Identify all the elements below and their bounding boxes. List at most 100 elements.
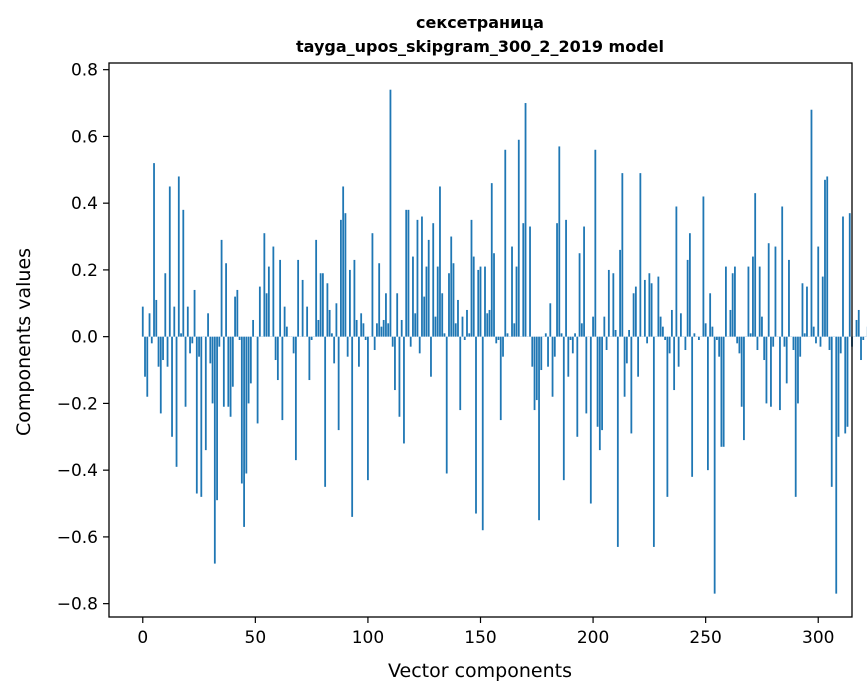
x-tick-label: 0 xyxy=(137,628,148,648)
bar-component-158 xyxy=(497,336,500,340)
bar-component-26 xyxy=(200,336,203,497)
bar-component-95 xyxy=(355,319,358,337)
bar-component-159 xyxy=(499,336,502,421)
bar-component-251 xyxy=(707,336,709,471)
bar-component-173 xyxy=(531,336,534,367)
bar-component-97 xyxy=(360,313,363,337)
x-axis: 0 50 100 150 200 250 300 xyxy=(137,617,834,648)
bar-component-188 xyxy=(565,219,567,337)
bar-component-283 xyxy=(779,336,781,411)
bar-component-111 xyxy=(391,336,394,347)
bar-component-141 xyxy=(459,336,462,411)
bar-component-318 xyxy=(857,309,860,337)
bar-component-197 xyxy=(585,336,588,414)
y-tick-label: −0.2 xyxy=(57,394,98,414)
bar-component-58 xyxy=(272,246,275,337)
bar-component-303 xyxy=(824,179,826,337)
bar-component-189 xyxy=(567,336,570,377)
bar-component-113 xyxy=(396,293,399,337)
bar-component-137 xyxy=(450,236,453,337)
bar-component-312 xyxy=(844,336,847,434)
bar-component-271 xyxy=(752,256,754,337)
bar-component-190 xyxy=(569,336,572,340)
bar-component-227 xyxy=(652,336,655,547)
bar-component-293 xyxy=(801,283,804,337)
bar-component-63 xyxy=(283,306,286,337)
bars-group xyxy=(141,89,867,594)
bar-component-205 xyxy=(603,316,606,337)
bar-component-139 xyxy=(454,323,457,337)
bar-component-1 xyxy=(144,336,146,377)
bar-component-106 xyxy=(380,326,383,337)
bar-component-313 xyxy=(846,336,849,427)
y-tick-label: 0.2 xyxy=(71,261,98,281)
bar-component-169 xyxy=(522,223,525,337)
bar-component-273 xyxy=(756,336,759,351)
bar-component-46 xyxy=(245,336,248,474)
bar-component-23 xyxy=(193,289,196,337)
bar-component-69 xyxy=(297,259,300,337)
bar-component-266 xyxy=(740,336,743,407)
bar-component-30 xyxy=(209,336,212,364)
bar-component-280 xyxy=(772,336,775,347)
bar-component-75 xyxy=(310,336,313,340)
bar-component-162 xyxy=(506,333,509,337)
bar-component-152 xyxy=(484,266,486,337)
x-tick-label: 300 xyxy=(802,628,834,648)
bar-component-294 xyxy=(803,333,806,337)
bar-component-51 xyxy=(256,336,259,424)
bar-component-24 xyxy=(195,336,198,494)
bar-component-14 xyxy=(173,306,176,337)
bar-component-149 xyxy=(477,269,480,337)
bar-component-121 xyxy=(414,313,417,337)
bar-component-232 xyxy=(664,336,667,340)
bar-component-15 xyxy=(175,336,178,467)
bar-component-249 xyxy=(702,196,705,337)
bar-component-87 xyxy=(337,336,340,431)
bar-component-83 xyxy=(328,309,331,337)
bar-component-238 xyxy=(677,336,680,367)
bar-component-279 xyxy=(770,336,772,407)
bar-component-277 xyxy=(765,336,768,404)
chart-subtitle: tayga_upos_skipgram_300_2_2019 model xyxy=(296,37,664,56)
bar-component-199 xyxy=(589,336,592,504)
bar-component-175 xyxy=(535,336,538,401)
bar-component-78 xyxy=(317,319,320,337)
bar-component-195 xyxy=(580,323,583,337)
bar-component-89 xyxy=(342,186,345,337)
bar-component-193 xyxy=(576,336,579,437)
bar-component-147 xyxy=(472,256,475,337)
bar-component-153 xyxy=(486,313,489,337)
bar-component-105 xyxy=(378,263,381,337)
bar-component-215 xyxy=(625,336,628,364)
bar-component-62 xyxy=(281,336,284,421)
bar-component-134 xyxy=(443,333,446,337)
bar-component-264 xyxy=(736,336,739,344)
bar-component-221 xyxy=(639,173,642,337)
bar-component-256 xyxy=(718,336,721,357)
bar-component-118 xyxy=(407,209,410,337)
bar-component-269 xyxy=(747,266,750,337)
bar-component-194 xyxy=(578,253,581,337)
bar-component-242 xyxy=(686,259,689,337)
bar-component-116 xyxy=(403,336,405,444)
bar-component-250 xyxy=(704,323,707,337)
bar-component-257 xyxy=(720,336,723,447)
bar-component-40 xyxy=(231,336,234,387)
bar-component-172 xyxy=(529,226,531,337)
bar-component-230 xyxy=(659,316,662,337)
bar-component-213 xyxy=(621,173,624,337)
bar-component-129 xyxy=(432,223,435,337)
bar-component-68 xyxy=(294,336,297,461)
bar-component-138 xyxy=(452,263,455,337)
bar-component-220 xyxy=(637,336,640,377)
bar-component-49 xyxy=(252,319,254,337)
bar-component-174 xyxy=(533,336,536,411)
bar-component-2 xyxy=(146,336,149,397)
bar-component-126 xyxy=(425,266,428,337)
bar-component-125 xyxy=(423,296,426,337)
bar-component-304 xyxy=(826,176,829,337)
bar-component-258 xyxy=(722,336,725,447)
bar-component-128 xyxy=(430,336,432,377)
bar-component-39 xyxy=(229,336,232,417)
